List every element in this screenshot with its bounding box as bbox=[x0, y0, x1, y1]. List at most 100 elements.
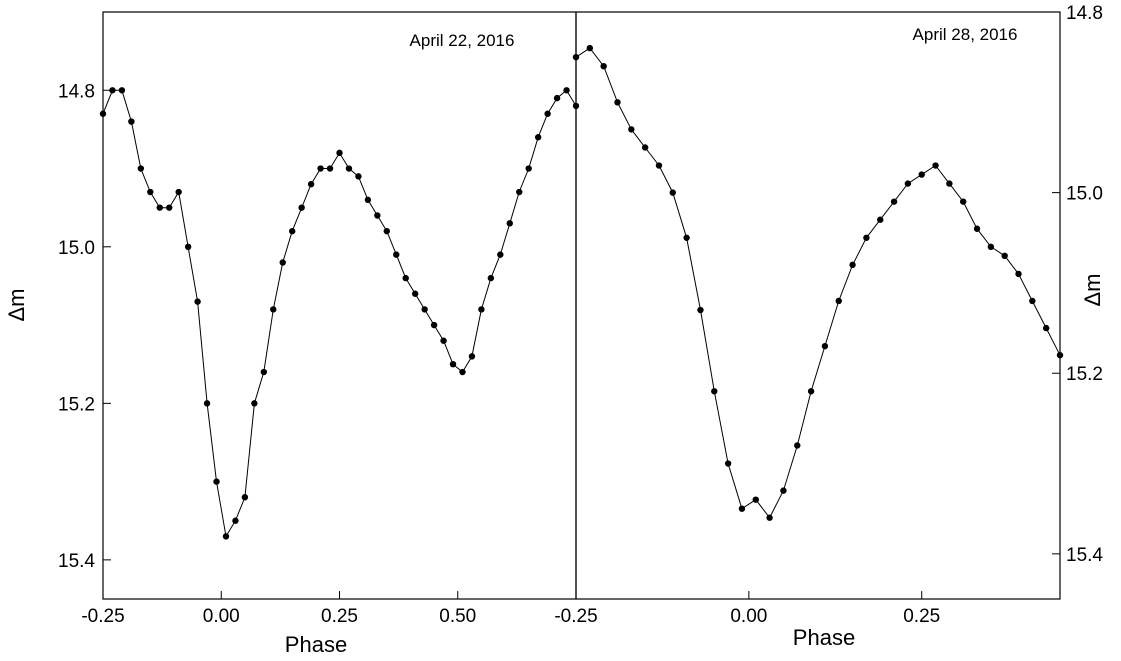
data-point bbox=[156, 204, 163, 211]
data-point bbox=[430, 321, 438, 329]
data-point bbox=[289, 227, 296, 235]
right-data-series bbox=[572, 44, 1064, 521]
y-tick-label: 14.8 bbox=[1066, 3, 1103, 24]
x-tick-label: 0.00 bbox=[730, 606, 767, 627]
right-panel-date: April 28, 2016 bbox=[913, 25, 1018, 44]
data-point bbox=[393, 251, 400, 258]
data-point bbox=[307, 180, 315, 188]
data-point bbox=[835, 297, 842, 305]
data-point bbox=[449, 361, 457, 368]
data-point bbox=[468, 353, 476, 360]
data-point bbox=[99, 110, 107, 117]
data-point bbox=[614, 99, 621, 106]
y-tick-label: 15.2 bbox=[58, 394, 95, 415]
y-tick-label: 15.4 bbox=[1066, 545, 1103, 566]
data-point bbox=[118, 87, 126, 94]
right-plot-frame bbox=[575, 11, 1061, 600]
data-point bbox=[175, 188, 182, 196]
data-point bbox=[1056, 351, 1064, 359]
data-point bbox=[137, 165, 145, 172]
y-tick-label: 15.0 bbox=[1066, 184, 1103, 205]
data-point bbox=[807, 388, 815, 395]
data-point bbox=[374, 212, 381, 219]
x-tick-label: 0.25 bbox=[321, 606, 358, 627]
data-point bbox=[877, 216, 884, 223]
data-point bbox=[600, 62, 607, 70]
data-point bbox=[260, 368, 268, 376]
data-point bbox=[821, 342, 829, 350]
data-point bbox=[1042, 324, 1050, 332]
data-point bbox=[355, 173, 362, 180]
data-point bbox=[669, 189, 676, 196]
left-data-series bbox=[99, 87, 580, 540]
data-point bbox=[213, 478, 220, 485]
data-point bbox=[232, 517, 239, 524]
data-point bbox=[516, 188, 523, 196]
data-point bbox=[364, 196, 372, 204]
right-panel: April 28, 2016 -0.25 0.00 0.25 14.8 15.0 15.2… bbox=[554, 3, 1105, 650]
data-point bbox=[459, 368, 466, 376]
data-point bbox=[553, 94, 561, 102]
data-point bbox=[279, 259, 286, 266]
right-axis-ticks: -0.25 0.00 0.25 14.8 15.0 15.2 15.4 bbox=[554, 3, 1103, 627]
data-point bbox=[655, 162, 663, 169]
data-point bbox=[1001, 252, 1008, 260]
data-point bbox=[890, 198, 898, 205]
y-tick-label: 15.0 bbox=[58, 238, 95, 259]
left-plot-frame bbox=[102, 11, 577, 600]
data-point bbox=[336, 149, 343, 157]
data-point bbox=[298, 204, 305, 211]
data-point bbox=[166, 204, 173, 211]
data-point bbox=[402, 274, 409, 282]
data-point bbox=[946, 180, 953, 187]
data-point bbox=[383, 227, 390, 235]
data-point bbox=[628, 126, 635, 133]
data-point bbox=[534, 134, 542, 141]
x-tick-label: -0.25 bbox=[81, 606, 124, 627]
data-point bbox=[147, 188, 154, 196]
data-point bbox=[497, 251, 504, 258]
data-point bbox=[184, 243, 192, 250]
y-tick-label: 15.4 bbox=[58, 551, 95, 572]
left-y-axis-title: Δm bbox=[4, 288, 29, 321]
data-point bbox=[525, 165, 532, 172]
data-point bbox=[849, 261, 856, 269]
data-point bbox=[128, 118, 135, 125]
data-point bbox=[194, 298, 201, 305]
data-point bbox=[563, 87, 570, 94]
data-point bbox=[251, 400, 258, 407]
data-point bbox=[109, 87, 116, 94]
data-point bbox=[544, 110, 551, 117]
data-point bbox=[641, 144, 649, 151]
data-point bbox=[932, 162, 939, 169]
left-x-axis-title: Phase bbox=[285, 632, 347, 657]
data-point bbox=[918, 171, 925, 178]
data-point bbox=[506, 220, 513, 227]
data-point bbox=[222, 533, 230, 540]
data-point bbox=[973, 225, 981, 232]
x-tick-label: 0.50 bbox=[439, 606, 476, 627]
x-tick-label: -0.25 bbox=[554, 606, 597, 627]
x-tick-label: 0.00 bbox=[203, 606, 240, 627]
data-point bbox=[752, 496, 759, 503]
data-point bbox=[766, 514, 773, 521]
y-tick-label: 15.2 bbox=[1066, 364, 1103, 385]
data-point bbox=[317, 165, 324, 172]
left-panel: April 22, 2016 -0.25 0.00 0.25 0.50 14.8 15.0… bbox=[4, 11, 580, 657]
data-point bbox=[487, 274, 495, 282]
left-axis-ticks: -0.25 0.00 0.25 0.50 14.8 15.0 15.2 15.4 bbox=[58, 81, 476, 627]
data-point bbox=[683, 234, 690, 241]
series-line bbox=[102, 89, 577, 538]
data-point bbox=[345, 165, 353, 172]
x-tick-label: 0.25 bbox=[903, 606, 940, 627]
data-point bbox=[697, 306, 704, 314]
data-point bbox=[586, 44, 594, 52]
data-point bbox=[326, 165, 334, 172]
data-point bbox=[987, 243, 995, 250]
y-tick-label: 14.8 bbox=[58, 81, 95, 102]
right-x-axis-title: Phase bbox=[793, 625, 855, 650]
data-point bbox=[411, 290, 419, 297]
data-point bbox=[738, 505, 746, 512]
data-point bbox=[421, 306, 428, 313]
